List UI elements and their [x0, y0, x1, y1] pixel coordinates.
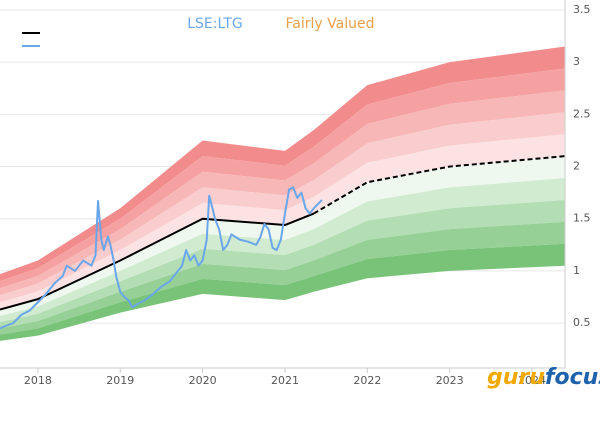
y-tick-label: 3.5 [573, 3, 591, 16]
valuation-band [0, 112, 565, 303]
series-line [0, 186, 323, 330]
valuation-band [0, 68, 565, 289]
x-tick-label: 2018 [24, 374, 52, 387]
valuation-band [0, 90, 565, 296]
x-tick-label: 2020 [189, 374, 217, 387]
logo: gurufocus [487, 365, 600, 390]
x-tick-label: 2022 [353, 374, 381, 387]
plot-area [0, 9, 566, 341]
y-tick-label: 1.5 [573, 212, 591, 225]
logo-part: focus [545, 365, 600, 390]
x-tick-label: 2024 [518, 374, 546, 387]
y-tick-label: 2 [573, 160, 580, 173]
series-line [313, 155, 566, 215]
y-tick-label: 2.5 [573, 107, 591, 120]
y-tick-label: 1 [573, 264, 580, 277]
logo-part: guru [487, 365, 545, 390]
x-tick-label: 2019 [106, 374, 134, 387]
valuation-band [0, 134, 565, 310]
ticker: LSE:LTG [187, 16, 243, 32]
valuation-band [0, 221, 565, 335]
valuation-band [0, 178, 565, 323]
valuation-band [0, 156, 565, 316]
series-line [0, 212, 315, 311]
y-tick-label: 0.5 [573, 316, 591, 329]
valuation-band [0, 243, 565, 341]
x-tick-label: 2023 [436, 374, 464, 387]
y-tick-label: 3 [573, 55, 580, 68]
axes: 0.5 1 1.5 2 2.5 3 3.5 2018 2019 2020 2021 2022 2023 2… [0, 0, 591, 387]
valuation: Fairly Valued [286, 16, 375, 32]
valuation-band [0, 46, 565, 282]
x-tick-label: 2021 [271, 374, 299, 387]
valuation-band [0, 199, 565, 329]
